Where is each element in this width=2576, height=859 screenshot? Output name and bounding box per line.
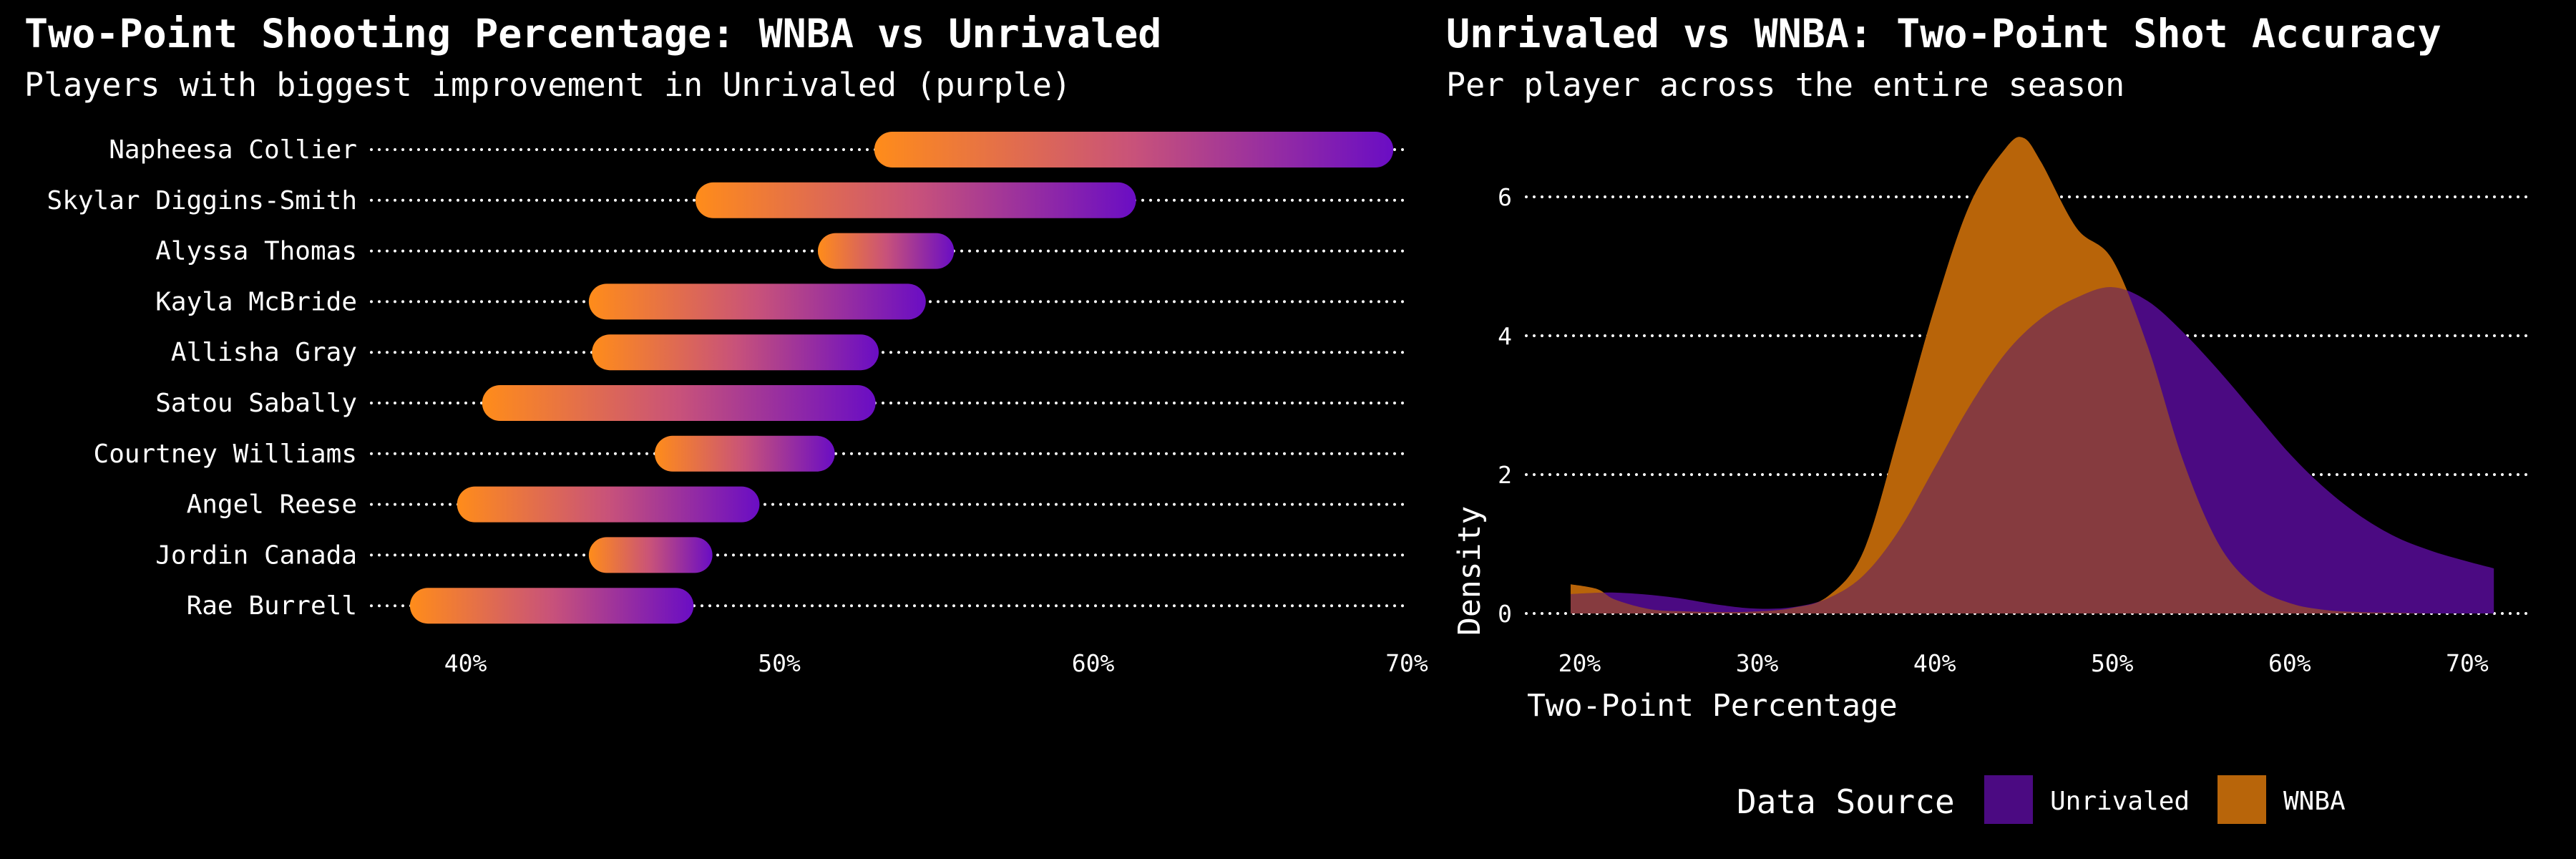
player-name-label: Satou Sabally [155,389,357,418]
player-name-label: Angel Reese [187,490,357,520]
x-tick-label: 70% [1385,649,1428,677]
improvement-bar [874,132,1394,168]
player-row: Satou Sabally [155,385,1408,421]
right-y-axis-ticks: 0 2 4 6 [1498,183,1512,628]
player-name-label: Skylar Diggins-Smith [47,186,357,215]
density-chart: Unrivaled vs WNBA: Two-Point Shot Accura… [1446,11,2534,824]
player-row: Alyssa Thomas [155,233,1408,269]
player-name-label: Allisha Gray [171,338,357,367]
y-tick-label: 6 [1498,183,1512,211]
improvement-bar [592,334,879,371]
x-tick-label: 60% [1072,649,1115,677]
legend-swatch-unrivaled [1984,775,2033,824]
y-axis-title: Density [1452,506,1488,636]
player-row: Napheesa Collier [109,132,1408,168]
player-name-label: Jordin Canada [155,540,357,570]
right-chart-title: Unrivaled vs WNBA: Two-Point Shot Accura… [1446,11,2441,57]
player-name-label: Napheesa Collier [109,135,357,165]
legend-swatch-wnba [2218,775,2266,824]
dumbbell-chart: Two-Point Shooting Percentage: WNBA vs U… [24,11,1428,677]
improvement-bar [409,588,694,624]
improvement-bar [588,283,926,320]
player-name-label: Kayla McBride [155,287,357,316]
y-tick-label: 2 [1498,461,1512,489]
left-chart-subtitle: Players with biggest improvement in Unri… [24,66,1071,104]
player-row: Angel Reese [187,486,1408,523]
player-name-label: Rae Burrell [187,591,357,621]
x-tick-label: 60% [2268,649,2311,677]
legend-label-wnba: WNBA [2283,787,2346,816]
x-axis-title: Two-Point Percentage [1527,688,1898,724]
x-tick-label: 70% [2446,649,2489,677]
player-row: Rae Burrell [187,588,1408,624]
right-chart-subtitle: Per player across the entire season [1446,66,2124,104]
player-row: Kayla McBride [155,283,1408,320]
x-tick-label: 50% [758,649,801,677]
legend-label-unrivaled: Unrivaled [2050,787,2190,816]
legend: Data Source Unrivaled WNBA [1737,775,2346,824]
player-name-label: Alyssa Thomas [155,237,357,266]
right-x-axis-ticks: 20% 30% 40% 50% 60% 70% [1558,649,2489,677]
left-chart-title: Two-Point Shooting Percentage: WNBA vs U… [24,11,1161,57]
player-row: Courtney Williams [94,435,1408,472]
x-tick-label: 40% [444,649,487,677]
improvement-bar [457,486,760,523]
improvement-bar [695,182,1136,218]
x-tick-label: 20% [1558,649,1601,677]
improvement-bar [588,537,713,573]
x-tick-label: 50% [2091,649,2134,677]
player-row: Allisha Gray [171,334,1408,371]
improvement-bar [817,233,955,269]
x-tick-label: 40% [1913,649,1956,677]
y-tick-label: 4 [1498,322,1512,350]
density-areas [1571,137,2494,614]
improvement-bar [654,435,835,472]
player-name-label: Courtney Williams [94,440,357,469]
improvement-bar [482,385,876,421]
left-x-axis-ticks: 40% 50% 60% 70% [444,649,1428,677]
x-tick-label: 30% [1736,649,1779,677]
density-area-wnba-overlay [1571,137,2432,614]
player-row: Skylar Diggins-Smith [47,182,1408,218]
y-tick-label: 0 [1498,600,1512,628]
legend-title: Data Source [1737,782,1955,821]
player-row: Jordin Canada [155,537,1408,573]
player-rows: Napheesa Collier Skylar Diggins-Smith Alys… [47,132,1408,624]
